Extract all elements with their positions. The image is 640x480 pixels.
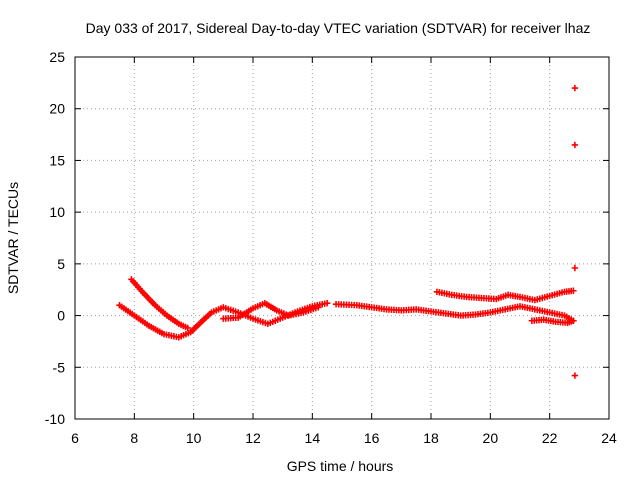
data-point bbox=[323, 299, 331, 307]
x-tick-label: 20 bbox=[483, 430, 499, 446]
chart-title: Day 033 of 2017, Sidereal Day-to-day VTE… bbox=[86, 20, 591, 36]
x-tick-label: 16 bbox=[364, 430, 380, 446]
y-tick-label: 15 bbox=[49, 152, 65, 168]
plot-frame bbox=[74, 56, 610, 420]
y-tick-label: -10 bbox=[45, 411, 65, 427]
y-tick-label: -5 bbox=[53, 359, 66, 375]
data-point bbox=[571, 372, 579, 379]
x-tick-label: 10 bbox=[186, 430, 202, 446]
data-points bbox=[116, 84, 579, 379]
data-point bbox=[571, 141, 579, 149]
y-tick-label: 20 bbox=[49, 101, 65, 117]
tick-layer: 6 8 10 12 14 16 18 20 22 24 -10 -5 0 5 10 15 20 25 bbox=[45, 49, 617, 446]
x-tick-label: 22 bbox=[542, 430, 558, 446]
x-axis-label: GPS time / hours bbox=[287, 458, 394, 474]
y-tick-label: 10 bbox=[49, 204, 65, 220]
data-point bbox=[571, 264, 579, 272]
grid-layer bbox=[75, 57, 609, 419]
x-tick-label: 18 bbox=[423, 430, 439, 446]
y-tick-label: 5 bbox=[57, 256, 65, 272]
x-tick-label: 12 bbox=[245, 430, 261, 446]
data-point bbox=[571, 84, 579, 92]
x-tick-label: 24 bbox=[601, 430, 617, 446]
data-point bbox=[315, 304, 322, 311]
data-point bbox=[184, 324, 191, 332]
y-axis-label: SDTVAR / TECUs bbox=[5, 182, 21, 294]
x-tick-label: 14 bbox=[305, 430, 321, 446]
x-tick-label: 6 bbox=[71, 430, 79, 446]
y-tick-label: 25 bbox=[49, 49, 65, 65]
y-tick-label: 0 bbox=[57, 308, 65, 324]
x-tick-label: 8 bbox=[130, 430, 138, 446]
data-point bbox=[570, 317, 577, 324]
data-point bbox=[570, 287, 577, 294]
